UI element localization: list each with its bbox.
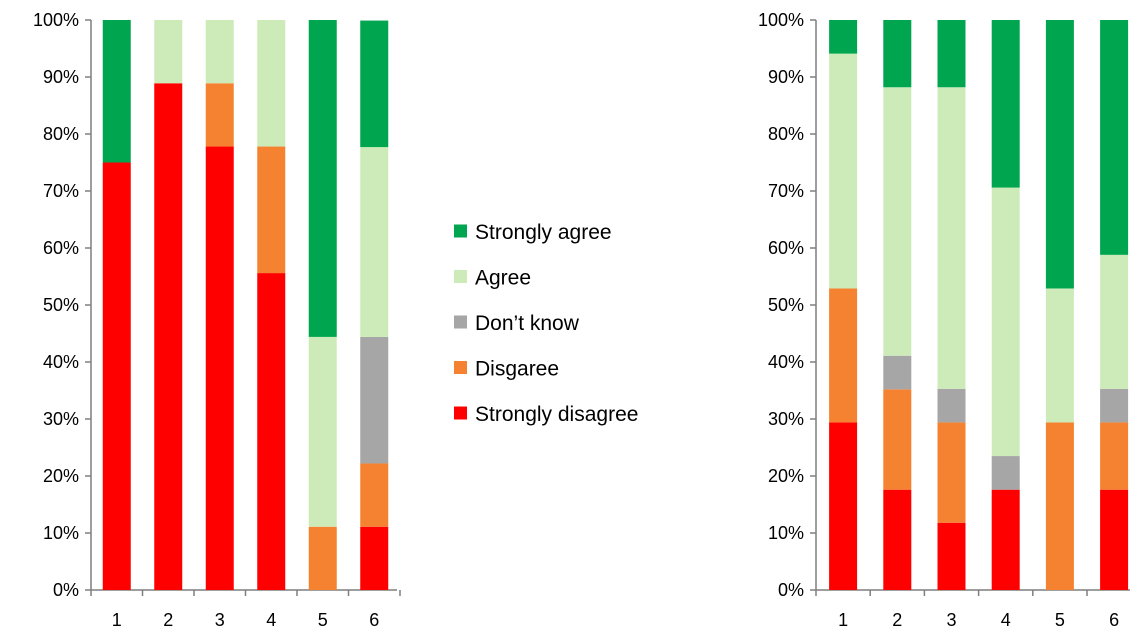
y-tick-label: 50% <box>768 295 804 315</box>
x-tick-label: 4 <box>266 610 276 630</box>
bar-segment <box>308 526 337 590</box>
y-tick-label: 10% <box>43 523 79 543</box>
x-tick-label: 6 <box>1109 610 1119 630</box>
bar-segment <box>360 526 389 590</box>
bar-segment <box>360 463 389 527</box>
bar-segment <box>991 456 1020 490</box>
bar-segment <box>829 288 858 423</box>
bar-segment <box>360 20 389 148</box>
y-tick-label: 90% <box>768 67 804 87</box>
y-tick-label: 100% <box>758 10 804 30</box>
y-tick-label: 30% <box>768 409 804 429</box>
bar-segment <box>1100 422 1129 490</box>
bar-segment <box>883 20 912 88</box>
y-tick-label: 80% <box>43 124 79 144</box>
bar-segment <box>360 147 389 337</box>
x-tick-label: 5 <box>318 610 328 630</box>
legend-label: Disgaree <box>475 358 559 381</box>
legend-swatch <box>454 270 467 283</box>
x-tick-label: 6 <box>369 610 379 630</box>
bar-segment <box>1100 489 1129 590</box>
chart-left: 0% 10% 20% 30% 40% 50% 60% 70% 80% 90% 100% 1 2 3 4 5 6 <box>33 10 401 630</box>
bar-segment <box>1100 254 1129 389</box>
bar-segment <box>883 389 912 490</box>
legend-swatch <box>454 406 467 420</box>
bar-segment <box>883 489 912 590</box>
bar-segment <box>102 20 131 163</box>
y-tick-label: 0% <box>53 580 79 600</box>
y-tick-label: 10% <box>768 523 804 543</box>
x-tick-label: 3 <box>215 610 225 630</box>
chart-right: 0% 10% 20% 30% 40% 50% 60% 70% 80% 90% 100% 1 2 3 4 5 6 <box>758 10 1130 630</box>
x-tick-label: 1 <box>112 610 122 630</box>
bar-segment <box>102 162 131 590</box>
bar-segment <box>257 273 286 590</box>
legend-label: Agree <box>475 267 531 290</box>
bar-segment <box>1100 388 1129 423</box>
y-tick-label: 40% <box>768 352 804 372</box>
x-tick-label: 4 <box>1001 610 1011 630</box>
bar-segment <box>991 20 1020 188</box>
x-tick-label: 2 <box>892 610 902 630</box>
y-tick-label: 40% <box>43 352 79 372</box>
bar-segment <box>937 87 966 389</box>
y-tick-label: 0% <box>778 580 804 600</box>
bar-segment <box>308 20 337 337</box>
y-tick-label: 30% <box>43 409 79 429</box>
bar-segment <box>937 388 966 423</box>
y-tick-label: 70% <box>43 181 79 201</box>
legend-swatch <box>454 224 467 238</box>
y-tick-label: 50% <box>43 295 79 315</box>
y-tick-label: 60% <box>768 238 804 258</box>
bar-segment <box>205 146 234 591</box>
bar-segment <box>829 20 858 54</box>
bar-segment <box>937 20 966 88</box>
legend-label: Don’t know <box>475 312 580 335</box>
bar-segment <box>154 20 183 84</box>
y-tick-label: 70% <box>768 181 804 201</box>
y-tick-label: 80% <box>768 124 804 144</box>
bar-segment <box>937 522 966 590</box>
y-tick-label: 20% <box>768 466 804 486</box>
bar-segment <box>360 336 389 464</box>
y-tick-label: 100% <box>33 10 79 30</box>
x-tick-label: 1 <box>838 610 848 630</box>
bar-segment <box>829 53 858 289</box>
bar-segment <box>1045 288 1074 423</box>
bar-segment <box>1045 422 1074 590</box>
bar-segment <box>154 83 183 591</box>
legend-swatch <box>454 361 467 374</box>
legend-label: Strongly agree <box>475 221 612 244</box>
legend: Strongly agree Agree Don’t know Disgaree Str… <box>454 221 638 426</box>
bar-segment <box>991 187 1020 457</box>
y-tick-label: 90% <box>43 67 79 87</box>
bar-segment <box>937 422 966 523</box>
y-tick-label: 60% <box>43 238 79 258</box>
bar-segment <box>829 422 858 590</box>
legend-label: Strongly disagree <box>475 403 638 426</box>
bar-segment <box>205 83 234 147</box>
bar-segment <box>308 336 337 527</box>
bar-segment <box>257 146 286 274</box>
bar-segment <box>991 489 1020 590</box>
x-tick-label: 3 <box>946 610 956 630</box>
bar-segment <box>1100 20 1129 255</box>
bar-segment <box>1045 20 1074 289</box>
bar-segment <box>257 20 286 147</box>
bar-segment <box>883 355 912 390</box>
x-tick-label: 5 <box>1055 610 1065 630</box>
y-tick-label: 20% <box>43 466 79 486</box>
bar-segment <box>883 87 912 356</box>
bar-segment <box>205 20 234 84</box>
legend-swatch <box>454 315 467 329</box>
x-tick-label: 2 <box>163 610 173 630</box>
